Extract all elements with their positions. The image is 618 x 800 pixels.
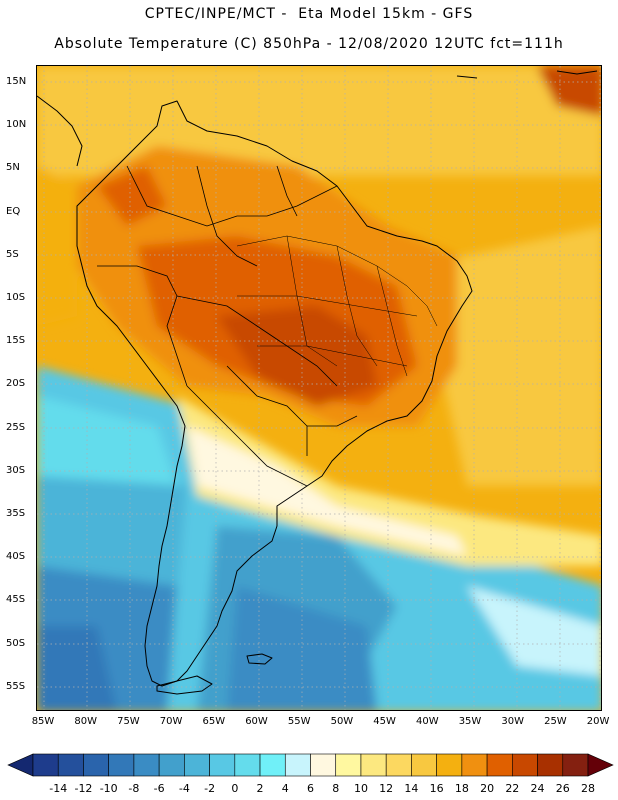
colorbar-label: -6 <box>153 782 165 795</box>
colorbar-label: 4 <box>281 782 289 795</box>
lon-label: 35W <box>458 716 482 727</box>
lon-label: 45W <box>373 716 396 727</box>
colorbar-swatch <box>360 753 387 777</box>
lat-label: 25S <box>6 421 26 433</box>
lat-label: 45S <box>6 594 26 606</box>
lon-label: 80W <box>74 716 97 727</box>
title-line-1: CPTEC/INPE/MCT - Eta Model 15km - GFS <box>144 6 474 22</box>
colorbar-label: 22 <box>505 782 520 795</box>
colorbar-swatch <box>512 753 538 777</box>
colorbar-swatch <box>184 753 210 777</box>
lon-label: 55W <box>287 716 311 727</box>
lon-label: 20W <box>586 716 610 727</box>
colorbar <box>7 753 614 777</box>
colorbar-swatch <box>83 753 109 777</box>
lon-label: 85W <box>31 716 55 727</box>
colorbar-swatch <box>537 753 564 777</box>
colorbar-label: -8 <box>128 782 140 795</box>
colorbar-label: -4 <box>178 782 190 795</box>
colorbar-label: -10 <box>99 782 118 795</box>
colorbar-label: 28 <box>581 782 595 795</box>
temperature-field <box>37 66 601 710</box>
map-canvas <box>37 66 601 710</box>
title-line-2: Absolute Temperature (C) 850hPa - 12/08/… <box>54 36 564 52</box>
colorbar-swatch <box>385 753 412 777</box>
lat-label: 40S <box>6 551 26 563</box>
lat-label: 35S <box>6 508 26 519</box>
colorbar-swatch <box>209 753 236 777</box>
colorbar-label: 24 <box>530 782 545 795</box>
lat-label: 15N <box>6 76 27 87</box>
lat-label: 30S <box>6 464 26 476</box>
lon-label: 60W <box>245 716 268 727</box>
colorbar-label: 16 <box>429 782 444 795</box>
lat-label: 5N <box>6 162 20 174</box>
colorbar-swatch <box>108 753 135 777</box>
lat-label: 10N <box>6 119 27 131</box>
colorbar-swatch <box>284 753 311 777</box>
colorbar-label: -14 <box>49 782 68 795</box>
lat-label: 15S <box>6 335 26 347</box>
lat-label: 50S <box>6 637 26 649</box>
colorbar-swatch <box>310 753 337 777</box>
lat-label: 20S <box>6 378 26 390</box>
country-borders <box>97 165 358 487</box>
colorbar-swatch <box>234 753 261 777</box>
colorbar-swatch <box>158 753 185 777</box>
colorbar-swatch <box>259 753 286 777</box>
colorbar-swatch <box>562 753 589 777</box>
lon-label: 30W <box>501 716 524 727</box>
colorbar-label: 2 <box>256 782 264 795</box>
colorbar-swatch <box>486 753 513 777</box>
colorbar-swatch <box>57 753 84 777</box>
colorbar-label: -12 <box>74 782 93 795</box>
lon-label: 70W <box>159 716 183 727</box>
colorbar-right-arrow <box>587 753 614 777</box>
state-borders <box>236 235 438 377</box>
lon-label: 65W <box>202 716 226 727</box>
colorbar-swatch <box>461 753 488 777</box>
lon-label: 40W <box>415 716 439 727</box>
colorbar-label: 20 <box>480 782 495 795</box>
lat-label: EQ <box>6 205 21 217</box>
colorbar-label: 26 <box>555 782 570 795</box>
colorbar-label: 18 <box>454 782 469 795</box>
lon-label: 25W <box>544 716 567 727</box>
colorbar-swatch <box>32 753 59 777</box>
temperature-map <box>36 65 602 711</box>
lat-label: 5S <box>6 248 19 260</box>
lat-label: 10S <box>6 292 26 303</box>
colorbar-swatch <box>133 753 160 777</box>
colorbar-left-arrow <box>7 753 34 777</box>
lon-label: 75W <box>117 716 140 727</box>
colorbar-label: -2 <box>204 782 216 795</box>
colorbar-label: 8 <box>332 782 340 795</box>
colorbar-label: 14 <box>404 782 419 795</box>
colorbar-label: 12 <box>379 782 394 795</box>
colorbar-label: 10 <box>353 782 368 795</box>
lon-label: 50W <box>330 716 354 727</box>
colorbar-swatch <box>436 753 463 777</box>
coastline <box>37 70 598 695</box>
colorbar-swatch <box>411 753 437 777</box>
colorbar-label: 0 <box>231 782 239 795</box>
colorbar-swatch <box>335 753 362 777</box>
lat-label: 55S <box>6 680 26 692</box>
colorbar-label: 6 <box>307 782 314 795</box>
